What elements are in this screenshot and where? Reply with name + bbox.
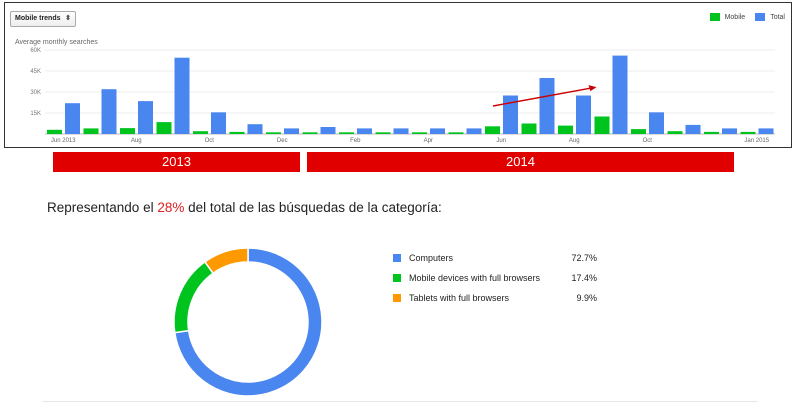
bar-total[interactable] [722,128,737,134]
trends-chart: Mobile trends ⬍ Mobile Total Average mon… [4,2,792,148]
x-tick-label: Oct [205,138,215,144]
bar-mobile[interactable] [631,129,646,134]
donut-legend-value: 17.4% [571,273,597,283]
bar-total[interactable] [393,128,409,134]
bar-total[interactable] [357,128,372,134]
bar-mobile[interactable] [120,128,135,134]
bar-mobile[interactable] [740,131,756,134]
donut-legend-label: Tablets with full browsers [409,293,510,303]
device-donut-chart [173,247,323,397]
donut-slice[interactable] [203,247,249,275]
donut-legend: Computers 72.7% Mobile devices with full… [393,248,597,308]
x-tick-label: Aug [131,138,142,144]
bar-mobile[interactable] [339,132,354,134]
donut-legend-swatch [393,274,401,282]
bar-total[interactable] [320,127,336,134]
bar-mobile[interactable] [266,132,281,134]
bar-mobile[interactable] [485,126,500,134]
bar-mobile[interactable] [667,131,683,134]
bar-total[interactable] [101,89,117,134]
donut-legend-label: Mobile devices with full browsers [409,273,541,283]
x-tick-label: Aug [569,138,580,144]
bar-total[interactable] [758,128,774,134]
year-band-2013: 2013 [53,152,300,172]
x-tick-label: Feb [350,138,361,144]
legend-label-mobile: Mobile [724,13,746,21]
donut-legend-row: Computers 72.7% [393,248,597,268]
bar-total[interactable] [649,112,664,134]
bar-total[interactable] [247,124,263,134]
bar-mobile[interactable] [156,122,172,134]
bar-mobile[interactable] [83,128,99,134]
bottom-divider [42,401,758,402]
y-tick-label: 45K [30,69,41,75]
x-tick-label: Jun 2013 [51,138,76,144]
legend-label-total: Total [770,13,785,21]
bar-total[interactable] [466,128,482,134]
bar-mobile[interactable] [229,131,245,134]
trend-arrow-head [588,85,597,92]
x-tick-label: Jun [496,138,506,144]
donut-legend-swatch [393,294,401,302]
bar-total[interactable] [211,112,226,134]
chevron-updown-icon: ⬍ [65,15,71,22]
donut-legend-value: 72.7% [571,253,597,263]
mobile-trends-select[interactable]: Mobile trends ⬍ [10,11,76,27]
bar-total[interactable] [539,78,555,134]
bar-mobile[interactable] [704,131,719,134]
select-value: Mobile trends [15,15,61,22]
bar-mobile[interactable] [412,132,427,134]
x-tick-label: Dec [277,138,288,144]
x-tick-label: Oct [643,138,653,144]
bar-total[interactable] [576,95,591,135]
bar-total[interactable] [138,101,153,134]
x-tick-label: Apr [424,138,433,144]
bar-total[interactable] [685,124,701,134]
donut-slice[interactable] [173,260,215,334]
x-tick-label: Jan 2015 [744,138,769,144]
bar-chart-svg: 15K 30K 45K 60K Jun 2013 Aug Oct Dec Feb Apr Jun Au… [30,48,775,144]
donut-legend-value: 9.9% [576,293,597,303]
share-percent: 28% [157,200,185,215]
donut-legend-swatch [393,254,401,262]
bar-total[interactable] [503,95,518,135]
share-sentence: Representando el 28% del total de las bú… [47,200,442,215]
share-suffix: del total de las búsquedas de la categor… [184,200,442,215]
legend-swatch-mobile [709,13,720,21]
bar-total[interactable] [174,57,190,135]
bar-total[interactable] [284,128,299,134]
donut-legend-row: Tablets with full browsers 9.9% [393,288,597,308]
bar-total[interactable] [65,103,80,134]
legend-item-total: Total [755,13,785,21]
bar-mobile[interactable] [521,123,537,135]
y-axis-title: Average monthly searches [15,39,98,46]
y-tick-label: 15K [30,111,41,117]
y-tick-label: 60K [30,48,41,54]
bar-total[interactable] [612,55,628,134]
legend-swatch-total [755,13,766,21]
chart-legend: Mobile Total [700,13,785,21]
bar-mobile[interactable] [594,116,610,135]
bar-total[interactable] [430,128,445,134]
legend-item-mobile: Mobile [709,13,746,21]
bar-mobile[interactable] [193,131,208,134]
year-band-2014: 2014 [307,152,734,172]
bar-mobile[interactable] [47,129,62,134]
donut-slice[interactable] [173,247,323,397]
donut-legend-row: Mobile devices with full browsers 17.4% [393,268,597,288]
bar-mobile[interactable] [302,132,318,134]
bar-mobile[interactable] [558,125,573,134]
bar-mobile[interactable] [375,132,391,134]
trend-arrow-line [492,87,593,107]
share-prefix: Representando el [47,200,158,215]
donut-legend-label: Computers [409,253,454,263]
bar-mobile[interactable] [448,132,464,134]
y-tick-label: 30K [30,90,41,96]
